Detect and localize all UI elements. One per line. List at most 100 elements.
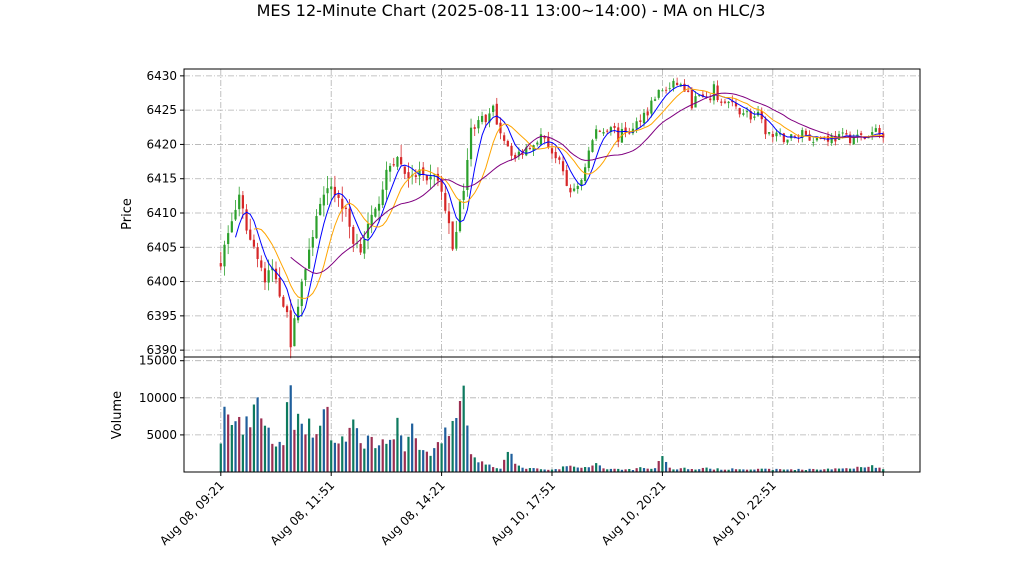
volume-bar [521,467,524,472]
volume-bar [856,466,859,472]
candle-body [492,105,495,112]
candle-body [330,186,333,190]
volume-bar [871,465,874,472]
volume-bar [532,468,535,472]
candle-body [587,150,590,168]
volume-bar [771,470,774,472]
volume-bar [458,400,462,472]
candle-body [381,189,384,206]
volume-bar [561,466,565,472]
volume-bar [344,441,348,472]
candle-body [775,132,778,137]
candle-body [238,194,241,210]
volume-bar [723,469,727,472]
volume-bar [650,468,653,472]
volume-bar [812,468,815,472]
volume-bar [440,443,443,472]
candle-body [503,135,506,141]
volume-bar [274,446,278,472]
volume-bar [815,469,819,472]
volume-bar [808,468,811,472]
price-axis-ticks: 6390 6395 6400 6405 6410 6415 6420 6425 6430 [146,69,184,357]
volume-bar [311,437,314,472]
candle-body [285,306,289,313]
candle-body [657,89,660,98]
candle-body [734,103,738,107]
candle-body [241,195,244,209]
volume-grid [184,357,920,472]
candle-body [723,101,727,103]
volume-bar [698,469,701,472]
volume-bar [429,455,432,472]
volume-bar [657,461,660,472]
volume-bar [319,425,322,472]
volume-bar [845,468,848,472]
volume-bar [400,435,403,472]
volume-bar [341,436,344,472]
volume-bar [425,451,428,472]
candle-body [469,127,473,160]
volume-bar [760,468,763,472]
candle-body [525,147,528,156]
volume-bar [285,402,289,472]
volume-bar [543,469,546,472]
volume-bar [609,468,612,472]
candle-body [337,194,340,198]
volume-bar [219,443,222,472]
candle-body [536,142,539,145]
candle-body [355,243,359,244]
volume-bar [473,457,476,472]
candle-body [263,268,267,283]
volume-bar [469,454,473,472]
candle-body [506,140,509,147]
candle-body [572,188,576,191]
candle-body [311,236,314,248]
volume-bar [631,470,635,472]
candle-body [664,89,668,91]
time-tick-label: Aug 10, 17:51 [488,478,558,548]
candle-body [845,133,848,135]
candle-body [764,119,767,135]
volume-bar [528,468,532,472]
candle-body [484,114,487,123]
candle-body [668,88,671,90]
volume-bar [322,409,325,472]
candle-body [282,296,285,307]
time-tick-label: Aug 08, 11:51 [268,478,338,548]
candle-body [359,244,362,253]
candle-body [690,89,693,109]
candle-body [326,188,329,194]
candle-body [348,208,351,227]
candle-body [841,132,844,134]
volume-bar [753,469,756,472]
volume-bar [558,469,561,472]
candle-body [653,99,657,101]
volume-bar [565,466,568,472]
candle-body [219,263,222,267]
volume-bar [315,434,318,472]
volume-bar [768,468,771,472]
volume-bar [786,469,789,472]
volume-bar [598,465,601,472]
volume-bar [260,418,263,472]
candle-body [374,208,377,217]
volume-bar [690,468,693,472]
candle-body [826,135,830,142]
candle-body [249,229,252,240]
volume-bar [716,468,719,472]
volume-bar [867,466,870,472]
volume-bar [826,468,830,472]
volume-bar [392,439,395,472]
volume-bar [882,469,885,472]
candle-body [363,239,366,254]
moving-average-lines [235,84,884,318]
volume-bar [661,456,664,472]
candle-body [687,90,690,92]
volume-bar [606,469,609,472]
volume-bar [580,467,583,472]
volume-bar [878,467,881,472]
volume-bar [672,469,675,472]
volume-bar [455,418,458,472]
candle-body [628,132,631,134]
volume-bar [422,450,425,472]
